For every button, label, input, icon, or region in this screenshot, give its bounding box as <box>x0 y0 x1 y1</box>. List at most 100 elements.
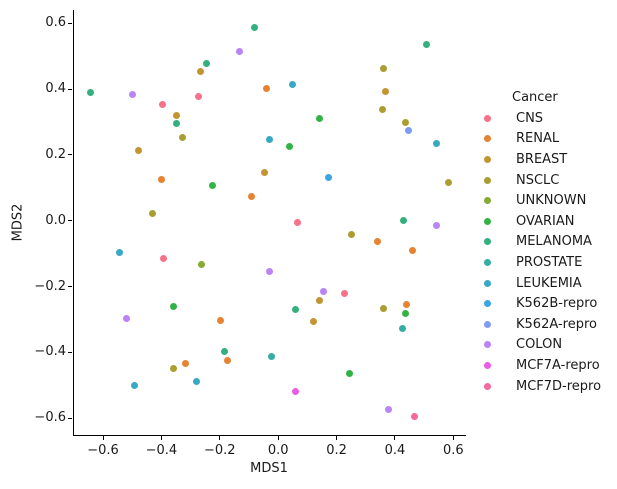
legend-item-label: MCF7A-repro <box>516 357 600 373</box>
legend-item-label: K562B-repro <box>516 296 598 312</box>
scatter-point <box>263 84 271 92</box>
x-tick-label: −0.4 <box>145 443 178 458</box>
x-tick-label: 0.0 <box>267 443 289 458</box>
scatter-point <box>208 182 216 190</box>
scatter-point <box>216 317 224 325</box>
scatter-point <box>172 112 180 120</box>
scatter-point <box>291 388 299 396</box>
scatter-point <box>122 314 130 322</box>
scatter-point <box>402 119 410 127</box>
legend-item: NSCLC <box>478 170 617 191</box>
scatter-point <box>115 249 123 257</box>
x-tick-label: 0.2 <box>326 443 347 458</box>
legend-item: MCF7A-repro <box>478 355 617 376</box>
y-tick-label: 0.2 <box>45 146 66 162</box>
y-tick <box>68 286 72 288</box>
legend-item: CNS <box>478 108 617 129</box>
scatter-point <box>385 406 393 414</box>
scatter-point <box>347 231 355 239</box>
scatter-point <box>380 65 388 73</box>
legend-marker-icon <box>484 320 491 328</box>
legend-item-label: PROSTATE <box>516 254 583 270</box>
x-tick <box>452 436 454 440</box>
scatter-point <box>325 174 333 182</box>
scatter-point <box>341 289 349 297</box>
scatter-point <box>247 193 255 201</box>
y-tick <box>68 351 72 353</box>
scatter-point <box>285 142 293 150</box>
scatter-point <box>380 305 388 313</box>
y-axis-label: MDS2 <box>10 203 26 242</box>
legend-item: K562B-repro <box>478 293 617 314</box>
legend-marker-icon <box>484 114 491 122</box>
scatter-point <box>178 133 186 141</box>
scatter-point <box>405 126 413 134</box>
y-tick-label: −0.2 <box>34 278 66 294</box>
scatter-point <box>291 306 299 314</box>
legend-marker-icon <box>484 176 491 184</box>
scatter-point <box>381 87 389 95</box>
legend-item-label: LEUKEMIA <box>516 275 582 291</box>
scatter-point <box>203 59 211 67</box>
legend-item: MELANOMA <box>478 232 617 253</box>
scatter-point <box>268 352 276 360</box>
legend-item: MCF7D-repro <box>478 376 617 397</box>
legend-item-label: BREAST <box>516 151 568 167</box>
scatter-point <box>235 47 243 55</box>
legend-item: RENAL <box>478 129 617 150</box>
scatter-point <box>432 222 440 230</box>
y-tick <box>68 220 72 222</box>
legend-item: OVARIAN <box>478 211 617 232</box>
scatter-point <box>195 92 202 100</box>
legend-marker-icon <box>484 382 491 390</box>
scatter-point <box>129 91 137 99</box>
legend-marker-icon <box>484 197 491 205</box>
y-tick <box>68 154 72 156</box>
scatter-point <box>411 413 418 421</box>
x-tick <box>336 436 338 440</box>
x-axis-label: MDS1 <box>250 461 288 476</box>
legend-marker-icon <box>484 238 491 246</box>
scatter-point <box>403 301 411 309</box>
legend-item-label: OVARIAN <box>516 213 575 229</box>
scatter-point <box>319 287 327 295</box>
scatter-point <box>374 237 382 245</box>
scatter-point <box>408 246 416 254</box>
scatter-point <box>432 139 440 147</box>
scatter-point <box>378 106 386 114</box>
legend-item: BREAST <box>478 149 617 170</box>
scatter-point <box>130 382 138 390</box>
scatter-point <box>158 176 166 184</box>
scatter-point <box>265 135 273 143</box>
scatter-point <box>265 267 273 275</box>
x-tick <box>219 436 221 440</box>
legend-item-label: COLON <box>516 337 563 353</box>
scatter-point <box>288 81 296 89</box>
scatter-point <box>172 119 180 127</box>
scatter-point <box>196 68 204 76</box>
legend-item: K562A-repro <box>478 314 617 335</box>
scatter-point <box>220 347 228 355</box>
scatter-point <box>315 296 323 304</box>
legend-marker-icon <box>484 341 491 349</box>
y-tick-label: 0.0 <box>45 212 66 228</box>
y-tick <box>68 88 72 90</box>
legend-marker-icon <box>484 135 491 143</box>
y-tick-label: −0.4 <box>34 344 66 360</box>
legend-item: LEUKEMIA <box>478 273 617 294</box>
x-tick-label: 0.6 <box>442 443 464 458</box>
scatter-point <box>316 115 324 123</box>
y-tick-label: 0.4 <box>45 81 66 96</box>
legend-item: PROSTATE <box>478 252 617 273</box>
legend-item: COLON <box>478 335 617 356</box>
scatter-point <box>169 303 177 311</box>
legend-marker-icon <box>484 217 491 225</box>
y-tick <box>68 417 72 419</box>
x-tick-label: 0.4 <box>384 443 406 458</box>
scatter-point <box>86 89 94 97</box>
legend-marker-icon <box>484 155 491 163</box>
legend-marker-icon <box>484 258 491 266</box>
x-tick <box>394 436 396 440</box>
scatter-point <box>422 40 430 48</box>
